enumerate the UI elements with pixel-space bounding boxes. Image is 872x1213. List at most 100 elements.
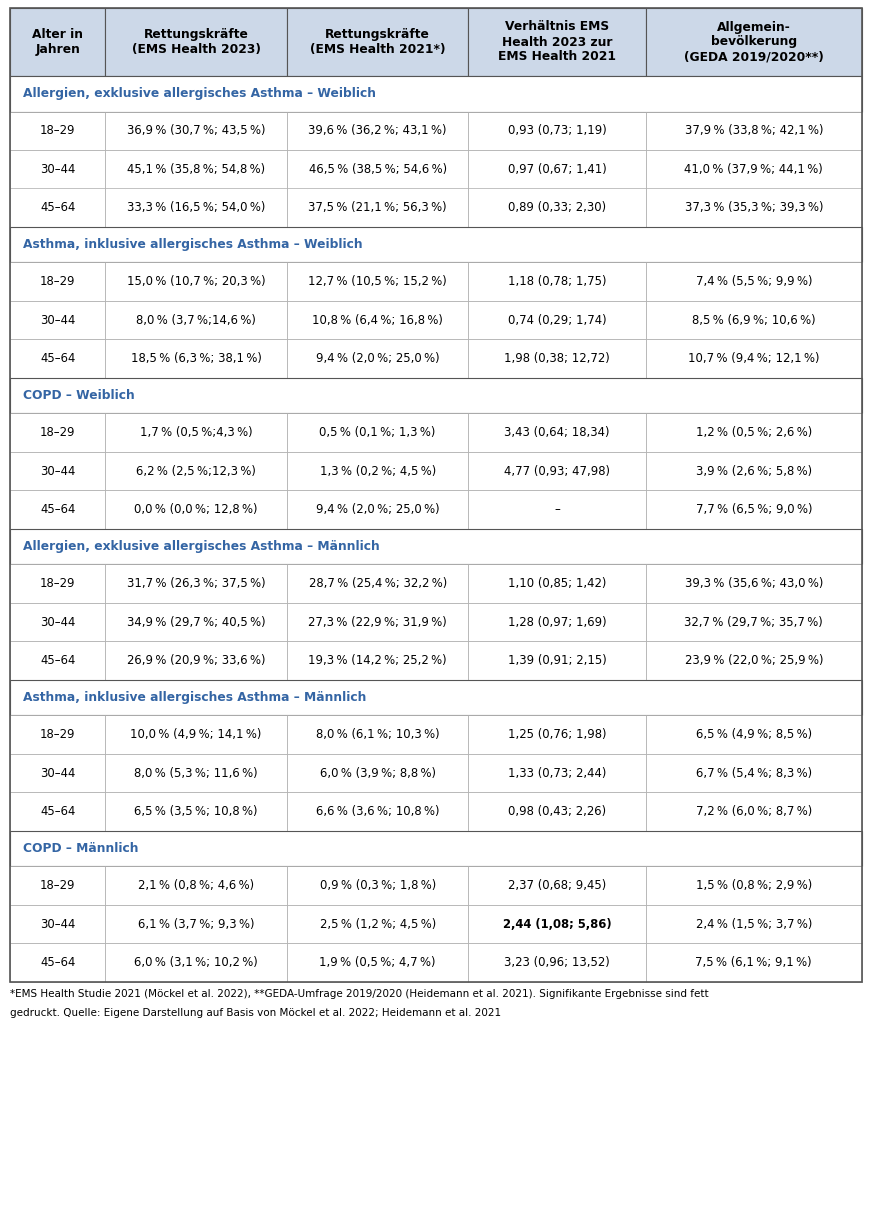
Bar: [287, 414, 468, 452]
Bar: [287, 564, 468, 603]
Text: 0,0 % (0,0 %; 12,8 %): 0,0 % (0,0 %; 12,8 %): [134, 503, 258, 517]
Text: COPD – Männlich: COPD – Männlich: [23, 842, 139, 855]
Text: 30–44: 30–44: [40, 767, 75, 780]
Bar: [645, 414, 862, 452]
Text: 45–64: 45–64: [40, 352, 75, 365]
Text: 1,5 % (0,8 %; 2,9 %): 1,5 % (0,8 %; 2,9 %): [696, 879, 812, 893]
Bar: [468, 944, 645, 983]
Text: 3,9 % (2,6 %; 5,8 %): 3,9 % (2,6 %; 5,8 %): [696, 465, 812, 478]
Bar: [287, 905, 468, 944]
Text: Asthma, inklusive allergisches Asthma – Weiblich: Asthma, inklusive allergisches Asthma – …: [23, 238, 363, 251]
Text: 6,0 % (3,9 %; 8,8 %): 6,0 % (3,9 %; 8,8 %): [320, 767, 436, 780]
Bar: [106, 8, 287, 76]
Bar: [287, 603, 468, 642]
Text: Alter in
Jahren: Alter in Jahren: [32, 28, 83, 56]
Text: 10,8 % (6,4 %; 16,8 %): 10,8 % (6,4 %; 16,8 %): [312, 314, 443, 326]
Text: 36,9 % (30,7 %; 43,5 %): 36,9 % (30,7 %; 43,5 %): [127, 124, 265, 137]
Text: Verhältnis EMS
Health 2023 zur
EMS Health 2021: Verhältnis EMS Health 2023 zur EMS Healt…: [498, 21, 616, 63]
Bar: [106, 112, 287, 150]
Text: COPD – Weiblich: COPD – Weiblich: [23, 389, 135, 403]
Bar: [10, 76, 862, 112]
Text: 39,3 % (35,6 %; 43,0 %): 39,3 % (35,6 %; 43,0 %): [685, 577, 823, 591]
Bar: [287, 944, 468, 983]
Text: 1,28 (0,97; 1,69): 1,28 (0,97; 1,69): [508, 616, 606, 628]
Text: 19,3 % (14,2 %; 25,2 %): 19,3 % (14,2 %; 25,2 %): [309, 654, 447, 667]
Text: 1,33 (0,73; 2,44): 1,33 (0,73; 2,44): [508, 767, 606, 780]
Bar: [468, 754, 645, 792]
Text: *EMS Health Studie 2021 (Möckel et al. 2022), **GEDA-Umfrage 2019/2020 (Heideman: *EMS Health Studie 2021 (Möckel et al. 2…: [10, 989, 709, 1000]
Bar: [10, 716, 106, 754]
Text: 1,25 (0,76; 1,98): 1,25 (0,76; 1,98): [508, 728, 606, 741]
Bar: [645, 944, 862, 983]
Bar: [287, 866, 468, 905]
Bar: [645, 301, 862, 340]
Bar: [645, 150, 862, 188]
Bar: [106, 905, 287, 944]
Bar: [287, 262, 468, 301]
Text: 39,6 % (36,2 %; 43,1 %): 39,6 % (36,2 %; 43,1 %): [309, 124, 446, 137]
Text: 33,3 % (16,5 %; 54,0 %): 33,3 % (16,5 %; 54,0 %): [127, 201, 265, 215]
Text: 1,10 (0,85; 1,42): 1,10 (0,85; 1,42): [508, 577, 606, 591]
Bar: [468, 716, 645, 754]
Text: 9,4 % (2,0 %; 25,0 %): 9,4 % (2,0 %; 25,0 %): [316, 352, 439, 365]
Bar: [468, 642, 645, 680]
Text: 6,2 % (2,5 %;12,3 %): 6,2 % (2,5 %;12,3 %): [136, 465, 256, 478]
Bar: [106, 716, 287, 754]
Text: Rettungskräfte
(EMS Health 2021*): Rettungskräfte (EMS Health 2021*): [310, 28, 446, 56]
Bar: [468, 301, 645, 340]
Bar: [645, 452, 862, 490]
Bar: [10, 831, 862, 866]
Text: 30–44: 30–44: [40, 616, 75, 628]
Bar: [10, 603, 106, 642]
Text: 1,39 (0,91; 2,15): 1,39 (0,91; 2,15): [508, 654, 606, 667]
Bar: [468, 792, 645, 831]
Text: 26,9 % (20,9 %; 33,6 %): 26,9 % (20,9 %; 33,6 %): [127, 654, 265, 667]
Text: 6,5 % (4,9 %; 8,5 %): 6,5 % (4,9 %; 8,5 %): [696, 728, 812, 741]
Bar: [10, 680, 862, 716]
Bar: [645, 112, 862, 150]
Bar: [468, 490, 645, 529]
Bar: [468, 150, 645, 188]
Text: 18–29: 18–29: [40, 577, 76, 591]
Bar: [287, 188, 468, 227]
Text: 10,7 % (9,4 %; 12,1 %): 10,7 % (9,4 %; 12,1 %): [688, 352, 820, 365]
Bar: [645, 642, 862, 680]
Text: 45–64: 45–64: [40, 201, 75, 215]
Bar: [645, 188, 862, 227]
Text: 1,9 % (0,5 %; 4,7 %): 1,9 % (0,5 %; 4,7 %): [319, 956, 436, 969]
Bar: [645, 905, 862, 944]
Text: 18–29: 18–29: [40, 728, 76, 741]
Bar: [10, 378, 862, 414]
Bar: [10, 150, 106, 188]
Bar: [10, 792, 106, 831]
Text: 3,23 (0,96; 13,52): 3,23 (0,96; 13,52): [504, 956, 610, 969]
Text: 45–64: 45–64: [40, 956, 75, 969]
Text: 0,74 (0,29; 1,74): 0,74 (0,29; 1,74): [508, 314, 606, 326]
Text: 9,4 % (2,0 %; 25,0 %): 9,4 % (2,0 %; 25,0 %): [316, 503, 439, 517]
Bar: [645, 716, 862, 754]
Text: 30–44: 30–44: [40, 918, 75, 930]
Text: 30–44: 30–44: [40, 163, 75, 176]
Bar: [645, 603, 862, 642]
Text: 15,0 % (10,7 %; 20,3 %): 15,0 % (10,7 %; 20,3 %): [126, 275, 265, 289]
Bar: [106, 150, 287, 188]
Bar: [287, 452, 468, 490]
Bar: [10, 905, 106, 944]
Bar: [106, 642, 287, 680]
Bar: [468, 112, 645, 150]
Text: 7,5 % (6,1 %; 9,1 %): 7,5 % (6,1 %; 9,1 %): [696, 956, 812, 969]
Text: 18–29: 18–29: [40, 124, 76, 137]
Text: 46,5 % (38,5 %; 54,6 %): 46,5 % (38,5 %; 54,6 %): [309, 163, 446, 176]
Text: 2,1 % (0,8 %; 4,6 %): 2,1 % (0,8 %; 4,6 %): [138, 879, 255, 893]
Bar: [106, 301, 287, 340]
Text: –: –: [554, 503, 560, 517]
Bar: [106, 340, 287, 378]
Bar: [106, 944, 287, 983]
Bar: [287, 792, 468, 831]
Bar: [10, 8, 106, 76]
Bar: [10, 944, 106, 983]
Text: 8,5 % (6,9 %; 10,6 %): 8,5 % (6,9 %; 10,6 %): [692, 314, 815, 326]
Bar: [106, 866, 287, 905]
Text: 27,3 % (22,9 %; 31,9 %): 27,3 % (22,9 %; 31,9 %): [309, 616, 447, 628]
Text: Allergien, exklusive allergisches Asthma – Männlich: Allergien, exklusive allergisches Asthma…: [23, 540, 379, 553]
